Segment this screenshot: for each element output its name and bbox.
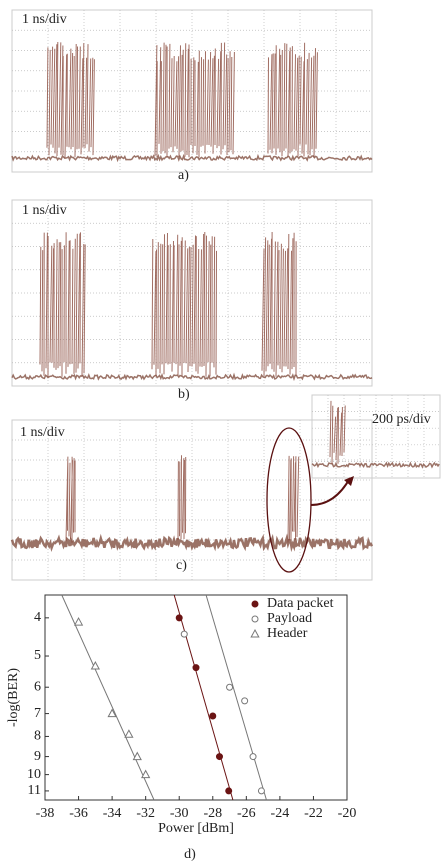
legend-label: Payload <box>267 611 312 626</box>
fit-line <box>62 595 154 800</box>
data-point <box>252 616 258 622</box>
oscilloscope-panels <box>12 10 440 580</box>
panel-scale: 1 ns/div <box>20 425 65 440</box>
data-point <box>250 754 256 760</box>
scope-burst <box>155 43 234 158</box>
x-tick-label: -26 <box>237 806 256 821</box>
y-tick-label: 5 <box>34 648 41 663</box>
scope-burst <box>152 232 217 377</box>
y-tick-label: 8 <box>34 729 41 744</box>
data-point <box>226 788 232 794</box>
panel-label: c) <box>176 558 187 573</box>
scope-trace <box>312 463 439 467</box>
figure: 1 ns/div a) 1 ns/div b) 1 ns/div c) 200 … <box>0 0 443 865</box>
fit-line <box>174 595 233 800</box>
data-point <box>210 713 216 719</box>
data-point <box>142 771 150 778</box>
scope-burst <box>66 457 75 543</box>
x-tick-label: -38 <box>36 806 55 821</box>
scope-trace <box>12 156 372 160</box>
scope-burst <box>268 43 317 158</box>
y-tick-label: 10 <box>27 767 41 782</box>
scope-burst <box>288 456 299 543</box>
scope-burst <box>178 455 186 540</box>
data-point <box>242 698 248 704</box>
data-point <box>216 754 222 760</box>
x-tick-label: -20 <box>338 806 357 821</box>
legend-label: Data packet <box>267 596 334 611</box>
y-tick-label: 9 <box>34 749 41 764</box>
panel-scale: 1 ns/div <box>22 12 67 27</box>
y-tick-label: 7 <box>34 706 41 721</box>
y-tick-label: 6 <box>34 679 41 694</box>
data-point <box>176 615 182 621</box>
x-tick-label: -36 <box>69 806 88 821</box>
zoom-arrow <box>311 478 350 505</box>
ber-chart: -38 -36 -34 -32 -30 -28 -26 -24 -22 -20 4 5 6 7 8 9 1011… <box>6 595 356 862</box>
data-point <box>252 601 258 607</box>
y-tick-label: 4 <box>34 610 41 625</box>
scope-burst <box>47 42 94 158</box>
data-point <box>258 788 264 794</box>
y-tick-label: 11 <box>28 783 41 798</box>
y-axis-label: -log(BER) <box>6 668 21 727</box>
scope-trace <box>12 375 372 379</box>
panel-label: a) <box>178 168 189 183</box>
fit-line <box>206 595 266 800</box>
x-tick-label: -30 <box>170 806 189 821</box>
panel-label: d) <box>184 847 196 862</box>
inset-scale: 200 ps/div <box>372 412 431 427</box>
x-tick-label: -28 <box>203 806 222 821</box>
x-axis-label: Power [dBm] <box>158 821 234 836</box>
scope-burst <box>262 232 296 377</box>
x-tick-label: -34 <box>103 806 122 821</box>
data-point <box>227 684 233 690</box>
panel-label: b) <box>178 387 190 402</box>
data-point <box>125 730 133 737</box>
data-point <box>193 665 199 671</box>
panel-scale: 1 ns/div <box>22 203 67 218</box>
x-tick-label: -22 <box>304 806 323 821</box>
data-point <box>251 630 259 637</box>
data-point <box>181 631 187 637</box>
x-tick-label: -32 <box>136 806 155 821</box>
scope-burst <box>330 401 345 465</box>
scope-burst <box>40 232 85 377</box>
legend-label: Header <box>267 626 308 641</box>
data-point <box>75 618 83 625</box>
x-tick-label: -24 <box>271 806 290 821</box>
